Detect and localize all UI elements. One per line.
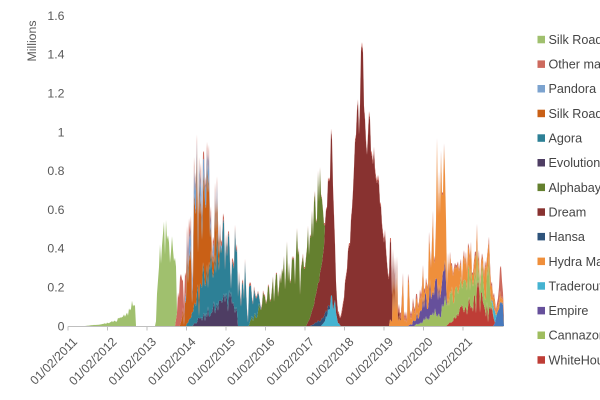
svg-text:0.6: 0.6 — [47, 203, 64, 217]
svg-text:0.2: 0.2 — [47, 281, 64, 295]
svg-text:Dream: Dream — [549, 205, 587, 219]
svg-text:Evolution: Evolution — [549, 156, 600, 170]
svg-text:Cannazon: Cannazon — [549, 329, 600, 343]
svg-text:1.6: 1.6 — [47, 9, 64, 23]
svg-text:Agora: Agora — [549, 132, 583, 146]
svg-text:Silk Road 2: Silk Road 2 — [549, 107, 600, 121]
svg-text:Empire: Empire — [549, 304, 589, 318]
svg-text:1.4: 1.4 — [47, 48, 64, 62]
svg-text:Traderoute: Traderoute — [549, 279, 600, 293]
svg-text:0.4: 0.4 — [47, 242, 64, 256]
svg-text:Silk Road: Silk Road — [549, 33, 600, 47]
svg-text:1.2: 1.2 — [47, 87, 64, 101]
svg-text:1: 1 — [58, 125, 65, 139]
svg-text:Alphabay: Alphabay — [549, 181, 600, 195]
svg-text:WhiteHouse Market: WhiteHouse Market — [549, 353, 600, 367]
svg-text:Millions: Millions — [25, 21, 39, 62]
svg-text:0: 0 — [58, 319, 65, 333]
svg-text:Other markets: Other markets — [549, 58, 600, 72]
svg-text:Pandora: Pandora — [549, 82, 597, 96]
svg-text:0.8: 0.8 — [47, 164, 64, 178]
svg-text:Hydra Marketplace: Hydra Marketplace — [549, 255, 600, 269]
svg-text:Hansa: Hansa — [549, 230, 585, 244]
